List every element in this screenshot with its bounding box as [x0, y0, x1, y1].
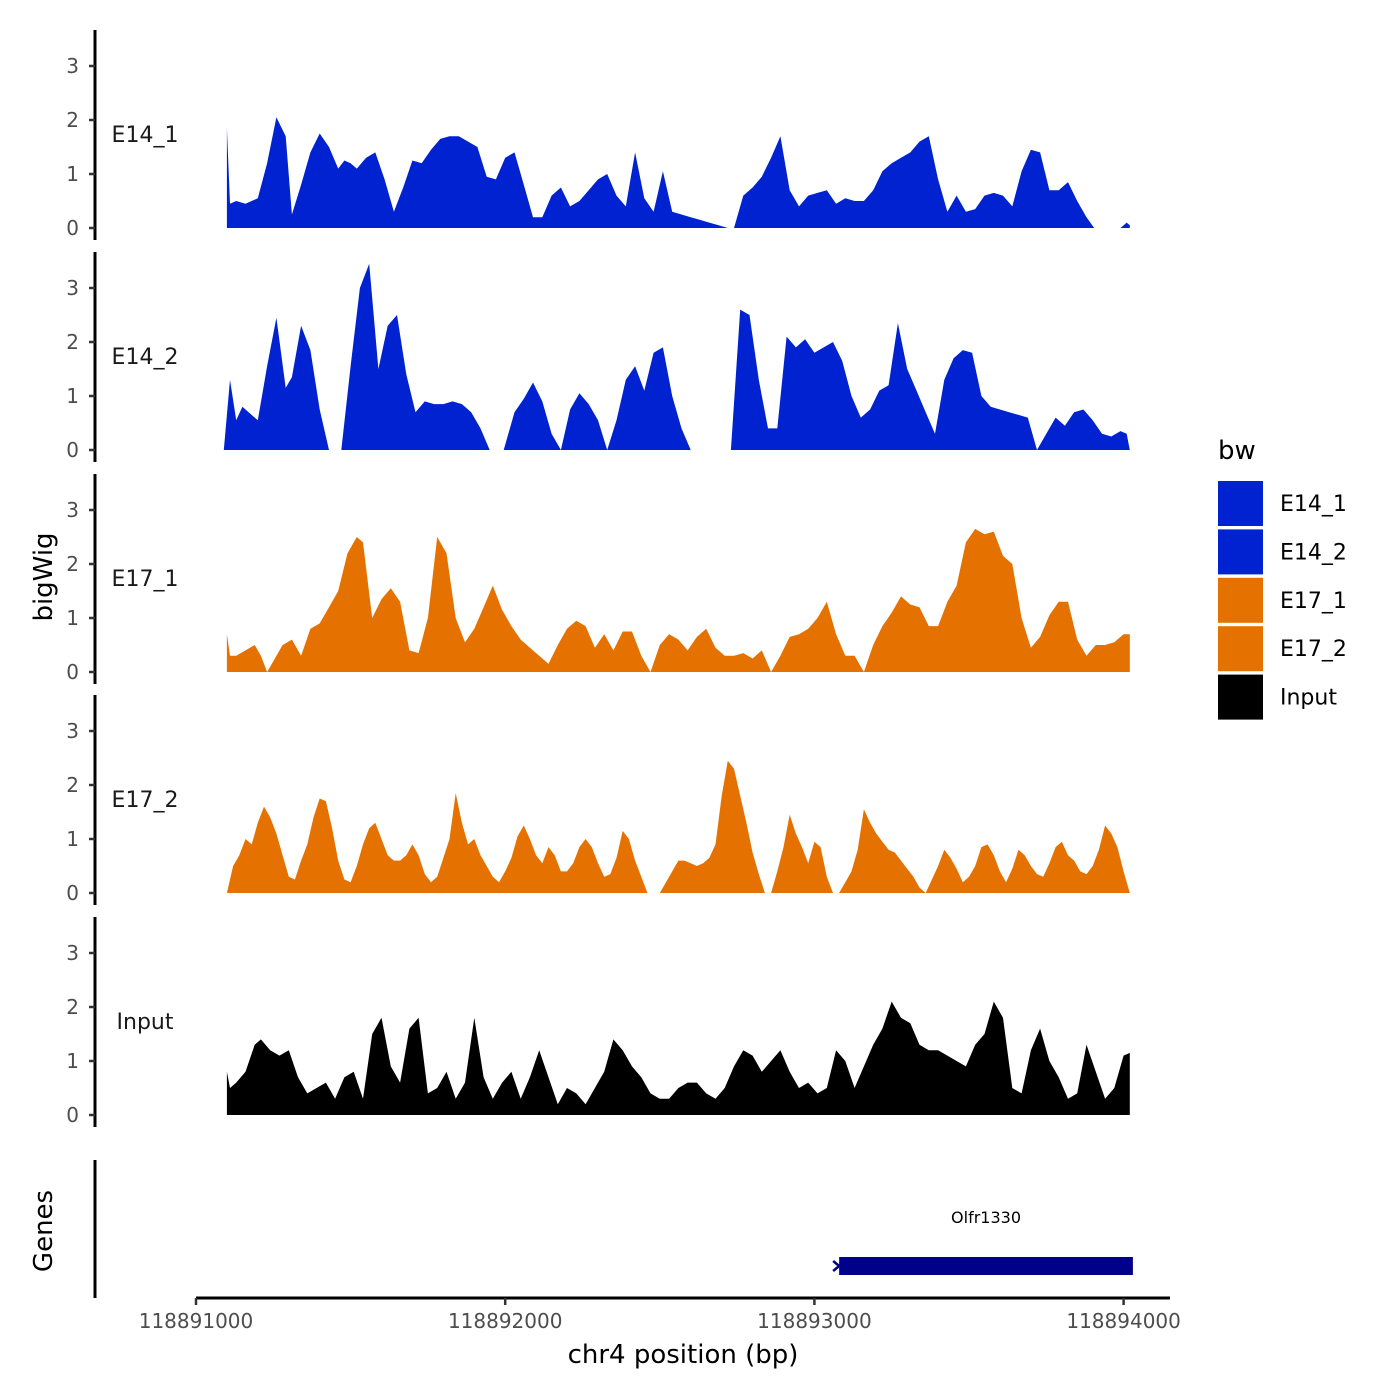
- x-axis-title: chr4 position (bp): [568, 1340, 799, 1370]
- gene-label: Olfr1330: [951, 1208, 1021, 1227]
- gene-body: [839, 1257, 1133, 1275]
- coverage-area: [226, 117, 1130, 228]
- genes-axis-title: Genes: [29, 1190, 59, 1272]
- y-tick-label: 3: [66, 54, 79, 78]
- x-tick-label: 118891000: [139, 1309, 254, 1333]
- y-tick-label: 0: [66, 660, 79, 684]
- y-tick-label: 2: [66, 995, 79, 1019]
- legend-swatch: [1218, 481, 1263, 526]
- genes-track: Olfr1330: [93, 1160, 1133, 1298]
- y-tick-label: 3: [66, 276, 79, 300]
- y-tick-label: 3: [66, 941, 79, 965]
- y-tick-label: 1: [66, 162, 79, 186]
- legend-title: bw: [1218, 436, 1256, 466]
- x-tick-label: 118893000: [757, 1309, 872, 1333]
- legend-item: Input: [1218, 674, 1337, 720]
- y-tick-label: 3: [66, 719, 79, 743]
- legend-item: E14_2: [1218, 529, 1347, 575]
- y-tick-label: 2: [66, 108, 79, 132]
- legend-label: E17_2: [1280, 637, 1347, 662]
- coverage-area: [226, 1001, 1130, 1115]
- coverage-area: [223, 263, 1130, 450]
- legend-label: E14_2: [1280, 540, 1347, 565]
- y-tick-label: 1: [66, 384, 79, 408]
- track-label: Input: [117, 1010, 174, 1035]
- track-e14-2: 0 1 2 3 E14_2: [66, 252, 1130, 462]
- coverage-tracks: 0 1 2 3 E14_1 0 1 2 3 E14_2 0 1 2 3 E17_1 0 1 2 3 E17_2 0 1 2 3…: [66, 30, 1130, 1127]
- track-e17-2: 0 1 2 3 E17_2: [66, 695, 1130, 905]
- y-tick-label: 0: [66, 881, 79, 905]
- y-tick-label: 1: [66, 606, 79, 630]
- y-tick-label: 2: [66, 330, 79, 354]
- track-label: E14_1: [112, 123, 179, 148]
- y-tick-label: 3: [66, 498, 79, 522]
- y-tick-label: 2: [66, 552, 79, 576]
- track-label: E17_2: [112, 788, 179, 813]
- track-label: E17_1: [112, 567, 179, 592]
- legend-item: E17_1: [1218, 577, 1347, 623]
- strand-arrow-icon: [832, 1260, 840, 1267]
- y-tick-label: 1: [66, 1049, 79, 1073]
- legend-item: E14_1: [1218, 481, 1347, 526]
- coverage-area: [226, 760, 1130, 893]
- x-tick-label: 118894000: [1066, 1309, 1181, 1333]
- legend-swatch: [1218, 626, 1263, 672]
- y-tick-label: 0: [66, 438, 79, 462]
- x-axis: 118891000 118892000 118893000 118894000: [139, 1296, 1181, 1333]
- y-axis-title: bigWig: [29, 532, 59, 621]
- track-e17-1: 0 1 2 3 E17_1: [66, 474, 1130, 684]
- legend-swatch: [1218, 674, 1263, 720]
- legend-items: E14_1 E14_2 E17_1 E17_2 Input: [1218, 481, 1347, 720]
- y-tick-label: 1: [66, 827, 79, 851]
- legend-swatch: [1218, 529, 1263, 575]
- track-label: E14_2: [112, 345, 179, 370]
- track-input: 0 1 2 3 Input: [66, 917, 1130, 1127]
- y-tick-label: 0: [66, 1103, 79, 1127]
- legend-item: E17_2: [1218, 626, 1347, 672]
- legend: bw E14_1 E14_2 E17_1 E17_2 Input: [1218, 436, 1347, 720]
- strand-arrow-icon: [832, 1265, 840, 1272]
- gene-olfr1330: Olfr1330: [832, 1208, 1133, 1275]
- y-tick-label: 2: [66, 773, 79, 797]
- legend-label: E14_1: [1280, 492, 1347, 517]
- track-e14-1: 0 1 2 3 E14_1: [66, 30, 1130, 240]
- legend-label: Input: [1280, 686, 1337, 711]
- coverage-area: [226, 528, 1130, 672]
- legend-swatch: [1218, 577, 1263, 623]
- legend-label: E17_1: [1280, 589, 1347, 614]
- y-tick-label: 0: [66, 216, 79, 240]
- x-tick-label: 118892000: [448, 1309, 563, 1333]
